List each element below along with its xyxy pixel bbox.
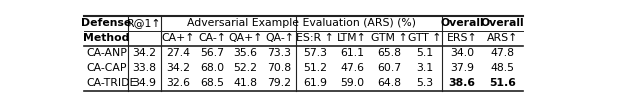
Text: 73.3: 73.3 xyxy=(268,48,291,58)
Text: 57.3: 57.3 xyxy=(303,48,327,58)
Text: 65.8: 65.8 xyxy=(377,48,401,58)
Text: R@1↑: R@1↑ xyxy=(127,18,162,28)
Text: 59.0: 59.0 xyxy=(340,78,364,88)
Text: 48.5: 48.5 xyxy=(491,63,515,73)
Text: 32.6: 32.6 xyxy=(166,78,190,88)
Text: 60.7: 60.7 xyxy=(377,63,401,73)
Text: GTT ↑: GTT ↑ xyxy=(408,33,442,43)
Text: 61.1: 61.1 xyxy=(340,48,364,58)
Text: 34.0: 34.0 xyxy=(450,48,474,58)
Text: 5.1: 5.1 xyxy=(416,48,433,58)
Text: Defense: Defense xyxy=(81,18,131,28)
Text: 33.8: 33.8 xyxy=(132,63,157,73)
Text: GTM ↑: GTM ↑ xyxy=(371,33,408,43)
Text: 70.8: 70.8 xyxy=(268,63,291,73)
Text: Method: Method xyxy=(83,33,129,43)
Text: ARS↑: ARS↑ xyxy=(487,33,518,43)
Text: 34.2: 34.2 xyxy=(166,63,190,73)
Text: Adversarial Example Evaluation (ARS) (%): Adversarial Example Evaluation (ARS) (%) xyxy=(187,18,416,28)
Text: LTM↑: LTM↑ xyxy=(337,33,367,43)
Text: Overall: Overall xyxy=(481,18,524,28)
Text: 38.6: 38.6 xyxy=(449,78,476,88)
Text: 41.8: 41.8 xyxy=(234,78,258,88)
Text: 56.7: 56.7 xyxy=(200,48,224,58)
Text: 47.6: 47.6 xyxy=(340,63,364,73)
Text: 64.8: 64.8 xyxy=(377,78,401,88)
Text: 34.9: 34.9 xyxy=(132,78,157,88)
Text: 51.2: 51.2 xyxy=(303,63,327,73)
Text: 5.3: 5.3 xyxy=(416,78,433,88)
Text: Overall: Overall xyxy=(440,18,484,28)
Text: CA-CAP: CA-CAP xyxy=(86,63,127,73)
Text: 3.1: 3.1 xyxy=(416,63,433,73)
Text: ES:R ↑: ES:R ↑ xyxy=(296,33,333,43)
Text: 35.6: 35.6 xyxy=(234,48,258,58)
Text: CA+↑: CA+↑ xyxy=(161,33,195,43)
Text: 47.8: 47.8 xyxy=(491,48,515,58)
Text: CA-TRIDE: CA-TRIDE xyxy=(86,78,137,88)
Text: 68.0: 68.0 xyxy=(200,63,224,73)
Text: 61.9: 61.9 xyxy=(303,78,327,88)
Text: 37.9: 37.9 xyxy=(450,63,474,73)
Text: QA-↑: QA-↑ xyxy=(265,33,294,43)
Text: 79.2: 79.2 xyxy=(268,78,291,88)
Text: QA+↑: QA+↑ xyxy=(228,33,263,43)
Text: 34.2: 34.2 xyxy=(132,48,157,58)
Text: 52.2: 52.2 xyxy=(234,63,258,73)
Text: CA-ANP: CA-ANP xyxy=(86,48,127,58)
Text: ERS↑: ERS↑ xyxy=(447,33,477,43)
Text: 68.5: 68.5 xyxy=(200,78,224,88)
Text: 51.6: 51.6 xyxy=(489,78,516,88)
Text: 27.4: 27.4 xyxy=(166,48,190,58)
Text: CA-↑: CA-↑ xyxy=(198,33,226,43)
